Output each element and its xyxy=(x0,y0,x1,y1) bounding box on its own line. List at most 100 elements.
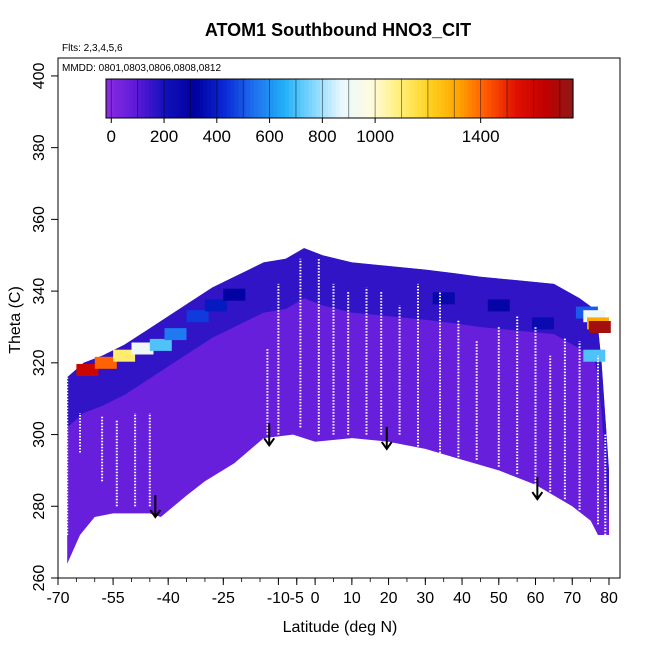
colorbar-segment xyxy=(292,79,298,118)
colorbar-segment xyxy=(432,79,438,118)
colorbar-segment xyxy=(549,79,555,118)
colorbar-segment xyxy=(537,79,543,118)
colorbar-segment xyxy=(207,79,212,118)
x-tick-label: -5 xyxy=(290,590,304,607)
colorbar-segment xyxy=(191,79,197,118)
hotspot-cell xyxy=(131,342,154,355)
colorbar-segment xyxy=(405,79,411,118)
colorbar-segment xyxy=(514,79,520,118)
colorbar-segment xyxy=(285,79,290,118)
colorbar-segment xyxy=(152,79,158,118)
colorbar-segment xyxy=(518,79,524,118)
hotspot-cell xyxy=(76,364,99,376)
colorbar-segment xyxy=(335,79,341,118)
hotspot-cell xyxy=(204,299,227,312)
y-tick-label: 400 xyxy=(31,62,48,89)
colorbar-segment xyxy=(277,79,282,118)
colorbar-segment xyxy=(545,79,551,118)
heatmap-hotspots xyxy=(76,288,611,376)
hotspot-cell xyxy=(588,321,611,333)
flight-profiles xyxy=(66,258,607,535)
colorbar-segment xyxy=(471,79,477,118)
x-tick-label: 10 xyxy=(343,590,361,607)
colorbar-segment xyxy=(109,79,115,118)
colorbar-tick-label: 800 xyxy=(308,127,336,146)
colorbar-segment xyxy=(106,79,111,118)
hotspot-cell xyxy=(432,292,455,305)
colorbar-segment xyxy=(226,79,232,118)
colorbar-segment xyxy=(257,79,263,118)
x-tick-label: -55 xyxy=(102,590,125,607)
colorbar-segment xyxy=(316,79,321,118)
colorbar-segment xyxy=(553,79,559,118)
colorbar: 0 200 400 600 800 1000 1400 xyxy=(105,78,574,146)
hotspot-cell xyxy=(113,349,136,362)
colorbar-segment xyxy=(541,79,547,118)
y-tick-label: 340 xyxy=(31,278,48,305)
x-tick-label: 70 xyxy=(563,590,581,607)
colorbar-segment xyxy=(117,79,123,118)
colorbar-tick-label: 0 xyxy=(107,127,116,146)
colorbar-segment xyxy=(355,79,360,118)
colorbar-segment xyxy=(506,79,512,118)
colorbar-segment xyxy=(125,79,130,118)
colorbar-segment xyxy=(362,79,368,118)
y-tick-label: 320 xyxy=(31,349,48,376)
x-tick-label: 20 xyxy=(380,590,398,607)
colorbar-segment xyxy=(214,79,220,118)
colorbar-segment xyxy=(510,79,516,118)
colorbar-segment xyxy=(378,79,383,118)
colorbar-segment xyxy=(495,79,500,118)
colorbar-segment xyxy=(133,79,138,118)
dates-note: MMDD: 0801,0803,0806,0808,0812 xyxy=(62,63,221,74)
colorbar-segment xyxy=(176,79,181,118)
colorbar-segment xyxy=(218,79,224,118)
colorbar-segment xyxy=(366,79,372,118)
colorbar-segment xyxy=(331,79,337,118)
y-tick-label: 300 xyxy=(31,421,48,448)
hotspot-cell xyxy=(583,349,606,362)
x-axis-label: Latitude (deg N) xyxy=(283,619,398,636)
down-arrow xyxy=(380,426,393,451)
colorbar-segment xyxy=(246,79,251,118)
colorbar-segment xyxy=(187,79,193,118)
x-tick-label: 60 xyxy=(527,590,545,607)
arrow-markers xyxy=(149,423,544,519)
chart-title: ATOM1 Southbound HNO3_CIT xyxy=(205,20,471,40)
colorbar-segment xyxy=(534,79,539,118)
colorbar-segment xyxy=(456,79,461,118)
y-axis-label: Theta (C) xyxy=(7,286,24,354)
x-axis: -70 -55 -40 -25 -10 -5 0 10 20 30 40 50 60 70 80 xyxy=(46,578,618,607)
x-tick-label: 30 xyxy=(416,590,434,607)
colorbar-segment xyxy=(203,79,208,118)
colorbar-segment xyxy=(569,79,574,118)
x-tick-label: 40 xyxy=(453,590,471,607)
hotspot-cell xyxy=(223,288,246,301)
colorbar-segment xyxy=(417,79,422,118)
colorbar-segment xyxy=(487,79,492,118)
colorbar-segment xyxy=(129,79,134,118)
colorbar-segment xyxy=(479,79,485,118)
y-axis: 260 280 300 320 340 360 380 400 xyxy=(31,62,58,591)
colorbar-tick-label: 400 xyxy=(203,127,231,146)
colorbar-segment xyxy=(242,79,247,118)
colorbar-segment xyxy=(483,79,488,118)
colorbar-segment xyxy=(347,79,352,118)
colorbar-segment xyxy=(464,79,469,118)
colorbar-segment xyxy=(421,79,426,118)
x-tick-label: 50 xyxy=(490,590,508,607)
colorbar-segment xyxy=(358,79,364,118)
colorbar-segment xyxy=(351,79,356,118)
plot-frame xyxy=(57,57,621,579)
colorbar-segment xyxy=(448,79,453,118)
hotspot-cell xyxy=(186,310,209,323)
colorbar-segment xyxy=(312,79,317,118)
y-tick-label: 360 xyxy=(31,206,48,233)
colorbar-segment xyxy=(491,79,496,118)
colorbar-segment xyxy=(502,79,508,118)
colorbar-segment xyxy=(304,79,309,118)
colorbar-segment xyxy=(413,79,418,118)
colorbar-segment xyxy=(141,79,146,118)
colorbar-segment xyxy=(273,79,278,118)
